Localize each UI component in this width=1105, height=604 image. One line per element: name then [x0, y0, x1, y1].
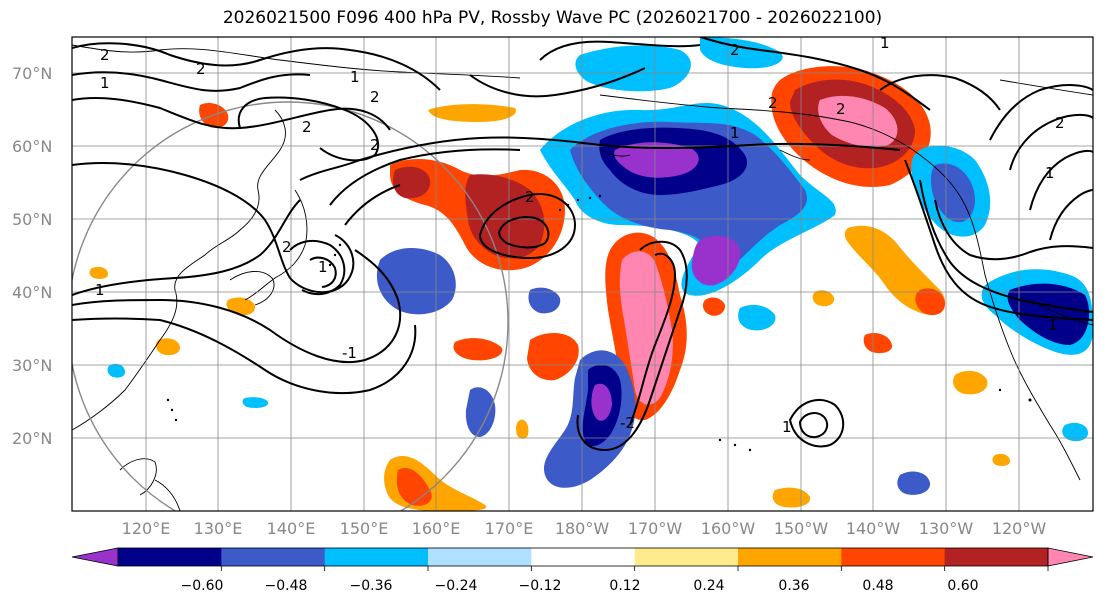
- lat-label: 70°N: [12, 64, 52, 83]
- lon-label: 130°E: [194, 519, 243, 538]
- colorbar-tick-label: 0.36: [778, 578, 809, 594]
- colorbar-segment: [118, 548, 222, 566]
- contour-label: 1: [350, 68, 360, 86]
- contour-label: 1: [782, 418, 792, 436]
- colorbar-labels: −0.60 −0.48 −0.36 −0.24 −0.12 0.12 0.24 …: [181, 578, 979, 594]
- colorbar-tick-label: −0.48: [265, 578, 308, 594]
- contour-label: 1: [730, 124, 740, 142]
- colorbar-tick-label: 0.60: [947, 578, 978, 594]
- colorbar-tick-label: −0.36: [350, 578, 393, 594]
- colorbar-tick-label: 0.24: [693, 578, 724, 594]
- contour-label: -2: [620, 414, 635, 432]
- contour-label: 2: [768, 94, 778, 112]
- contour-label: -1: [342, 344, 357, 362]
- colorbar: [71, 547, 1094, 571]
- colorbar-tick-label: −0.12: [519, 578, 562, 594]
- lat-label: 40°N: [12, 283, 52, 302]
- colorbar-segment: [738, 548, 842, 566]
- colorbar-segment: [221, 548, 326, 566]
- contour-label: 2: [1055, 114, 1065, 132]
- lon-label: 120°E: [122, 519, 171, 538]
- longitude-labels: 120°E 130°E 140°E 150°E 160°E 170°E 180°…: [122, 519, 1047, 538]
- colorbar-segment: [841, 548, 946, 566]
- reference-circle: [72, 101, 509, 511]
- contour-label: 1: [1045, 164, 1055, 182]
- contour-label: 2: [370, 88, 380, 106]
- contour-label: 1: [318, 258, 328, 276]
- colorbar-segment: [324, 548, 429, 566]
- contour-labels: 2 1 2 2 1 2 2 1 2 1 2 -1 2 1 2 1 2 1 1 2…: [95, 34, 1065, 436]
- lon-label: 160°E: [412, 519, 461, 538]
- colorbar-tick-label: 0.12: [609, 578, 640, 594]
- contour-label: 2: [302, 118, 312, 136]
- contour-label: 2: [525, 188, 535, 206]
- contour-label: 2: [370, 136, 380, 154]
- pv-contours: [72, 37, 1093, 452]
- map-title: 2026021500 F096 400 hPa PV, Rossby Wave …: [222, 8, 883, 28]
- lat-label: 50°N: [12, 210, 52, 229]
- colorbar-extend-max: [1047, 547, 1094, 567]
- lat-label: 60°N: [12, 137, 52, 156]
- contour-label: 2: [836, 100, 846, 118]
- contour-label: 2: [730, 41, 740, 59]
- colorbar-segment: [634, 548, 739, 566]
- colorbar-tick-label: −0.60: [181, 578, 224, 594]
- contour-label: 1: [1048, 316, 1058, 334]
- lon-label: 130°W: [919, 519, 974, 538]
- map-area: 2 1 2 2 1 2 2 1 2 1 2 -1 2 1 2 1 2 1 1 2…: [72, 34, 1093, 511]
- colorbar-segment: [531, 548, 636, 566]
- contour-label: 1: [100, 74, 110, 92]
- lon-label: 150°W: [774, 519, 829, 538]
- coastlines: [72, 44, 1093, 511]
- colorbar-segment: [944, 548, 1049, 566]
- island-chains: [166, 194, 1032, 452]
- lon-label: 150°E: [340, 519, 389, 538]
- colorbar-frame: [117, 547, 1049, 567]
- colorbar-tick-label: 0.48: [862, 578, 893, 594]
- colorbar-extend-min: [71, 547, 119, 567]
- contour-label: 2: [100, 46, 110, 64]
- map-frame: [71, 36, 1094, 512]
- contour-label: 2: [196, 60, 206, 78]
- lon-label: 170°E: [485, 519, 534, 538]
- colorbar-tick-label: −0.24: [435, 578, 478, 594]
- latitude-labels: 70°N 60°N 50°N 40°N 30°N 20°N: [12, 64, 52, 448]
- lon-label: 160°W: [701, 519, 756, 538]
- lon-label: 140°E: [267, 519, 316, 538]
- lon-label: 140°W: [846, 519, 901, 538]
- lon-label: 120°W: [992, 519, 1047, 538]
- contour-label: 1: [95, 281, 105, 299]
- contour-label: 1: [880, 34, 890, 52]
- contour-label: 2: [282, 238, 292, 256]
- lon-label: 170°W: [628, 519, 683, 538]
- colorbar-segment: [428, 548, 532, 566]
- lat-label: 30°N: [12, 356, 52, 375]
- lat-label: 20°N: [12, 429, 52, 448]
- lon-label: 180°W: [555, 519, 610, 538]
